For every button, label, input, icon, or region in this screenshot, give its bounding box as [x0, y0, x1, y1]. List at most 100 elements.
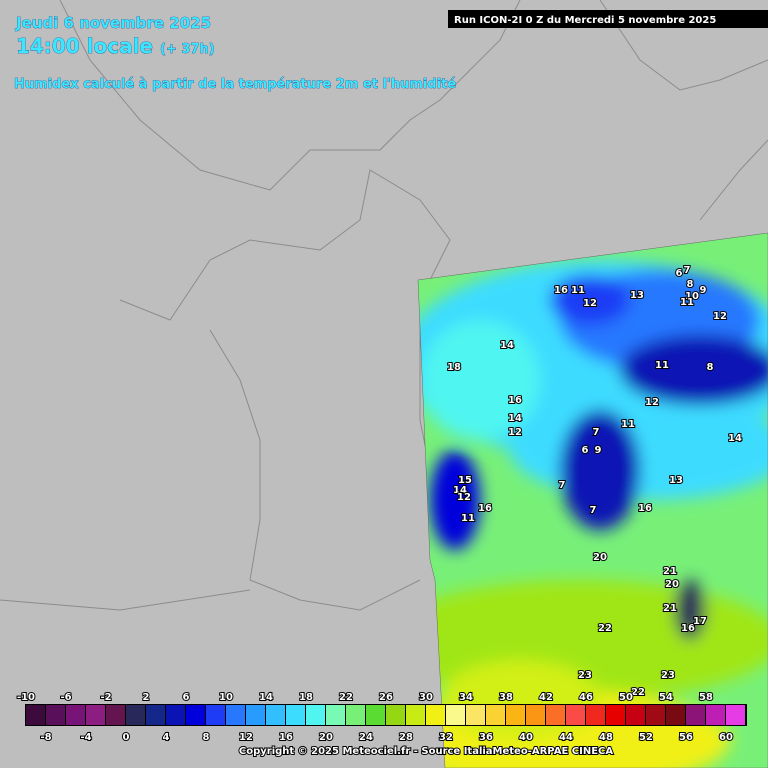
contour-label: 8 [707, 362, 714, 373]
colorbar-tick-bottom: 48 [599, 732, 613, 743]
colorbar-tick-bottom: 60 [719, 732, 733, 743]
contour-label: 16 [478, 503, 492, 514]
contour-label: 16 [508, 395, 522, 406]
colorbar-swatch [666, 705, 685, 725]
colorbar-swatch [246, 705, 265, 725]
colorbar-tick-bottom: -4 [80, 732, 91, 743]
colorbar-tick-top: 34 [459, 692, 473, 703]
colorbar-swatch [286, 705, 305, 725]
colorbar-tick-top: 46 [579, 692, 593, 703]
colorbar-tick-bottom: 4 [163, 732, 170, 743]
contour-label: 7 [559, 480, 566, 491]
colorbar-swatch [66, 705, 85, 725]
contour-label: 14 [453, 485, 467, 496]
colorbar-tick-top: 6 [183, 692, 190, 703]
contour-label: 20 [593, 552, 607, 563]
colorbar-swatch [126, 705, 145, 725]
colorbar-swatch [326, 705, 345, 725]
contour-label: 14 [728, 433, 742, 444]
colorbar-swatch [366, 705, 385, 725]
contour-label: 21 [663, 603, 677, 614]
contour-label: 20 [665, 579, 679, 590]
time: 14:00 locale [16, 34, 153, 58]
subtitle: Humidex calculé à partir de la températu… [14, 77, 456, 92]
colorbar-tick-top: 10 [219, 692, 233, 703]
contour-label: 13 [630, 290, 644, 301]
colorbar-tick-top: 2 [143, 692, 150, 703]
contour-label: 15 [458, 475, 472, 486]
contour-label: 12 [645, 397, 659, 408]
colorbar-tick-bottom: -8 [40, 732, 51, 743]
contour-label: 22 [598, 623, 612, 634]
colorbar-swatch [26, 705, 45, 725]
colorbar-swatch [706, 705, 725, 725]
colorbar-swatch [426, 705, 445, 725]
colorbar-tick-bottom: 40 [519, 732, 533, 743]
run-info: Run ICON-2I 0 Z du Mercredi 5 novembre 2… [454, 15, 716, 26]
contour-label: 11 [621, 419, 635, 430]
colorbar-swatch [606, 705, 625, 725]
colorbar-swatch [526, 705, 545, 725]
colorbar-tick-bottom: 28 [399, 732, 413, 743]
contour-label: 7 [593, 427, 600, 438]
contour-label: 9 [700, 285, 707, 296]
colorbar-tick-bottom: 24 [359, 732, 373, 743]
colorbar-tick-top: 54 [659, 692, 673, 703]
colorbar-tick-bottom: 20 [319, 732, 333, 743]
run-box [448, 10, 768, 28]
colorbar-swatch [206, 705, 225, 725]
contour-label: 6 [582, 445, 589, 456]
contour-label: 6 [676, 268, 683, 279]
colorbar-tick-bottom: 8 [203, 732, 210, 743]
colorbar-tick-bottom: 36 [479, 732, 493, 743]
colorbar-swatch [466, 705, 485, 725]
colorbar-tick-top: -2 [100, 692, 111, 703]
contour-label: 18 [447, 362, 461, 373]
colorbar-tick-top: 14 [259, 692, 273, 703]
colorbar-swatch [266, 705, 285, 725]
contour-label: 22 [631, 687, 645, 698]
colorbar-swatch [446, 705, 465, 725]
colorbar-swatch [106, 705, 125, 725]
colorbar-swatch [166, 705, 185, 725]
colorbar-tick-top: 42 [539, 692, 553, 703]
contour-label: 12 [713, 311, 727, 322]
colorbar-swatch [686, 705, 705, 725]
colorbar-tick-bottom: 0 [123, 732, 130, 743]
colorbar-swatch [406, 705, 425, 725]
contour-label: 8 [687, 279, 694, 290]
colorbar-tick-top: 26 [379, 692, 393, 703]
contour-label: 17 [693, 616, 707, 627]
colorbar-swatch [46, 705, 65, 725]
colorbar-swatch [346, 705, 365, 725]
contour-label: 12 [583, 298, 597, 309]
colorbar-swatch [626, 705, 645, 725]
contour-label: 16 [554, 285, 568, 296]
contour-label: 13 [669, 475, 683, 486]
colorbar-swatch [386, 705, 405, 725]
colorbar-tick-top: -6 [60, 692, 71, 703]
contour-label: 23 [661, 670, 675, 681]
colorbar-tick-bottom: 32 [439, 732, 453, 743]
contour-label: 16 [681, 623, 695, 634]
contour-label: 7 [590, 505, 597, 516]
colorbar-tick-top: 50 [619, 692, 633, 703]
colorbar-swatch [566, 705, 585, 725]
colorbar-tick-bottom: 56 [679, 732, 693, 743]
contour-label: 9 [595, 445, 602, 456]
contour-label: 11 [461, 513, 475, 524]
colorbar-tick-top: 18 [299, 692, 313, 703]
contour-label: 10 [685, 291, 699, 302]
colorbar-swatch [306, 705, 325, 725]
colorbar-swatch [226, 705, 245, 725]
colorbar-swatch [146, 705, 165, 725]
colorbar-tick-bottom: 12 [239, 732, 253, 743]
colorbar-swatch [486, 705, 505, 725]
contour-label: 11 [680, 297, 694, 308]
colorbar-tick-top: 58 [699, 692, 713, 703]
lead: (+ 37h) [160, 42, 215, 57]
contour-label: 16 [638, 503, 652, 514]
colorbar-tick-bottom: 16 [279, 732, 293, 743]
colorbar-swatch [186, 705, 205, 725]
